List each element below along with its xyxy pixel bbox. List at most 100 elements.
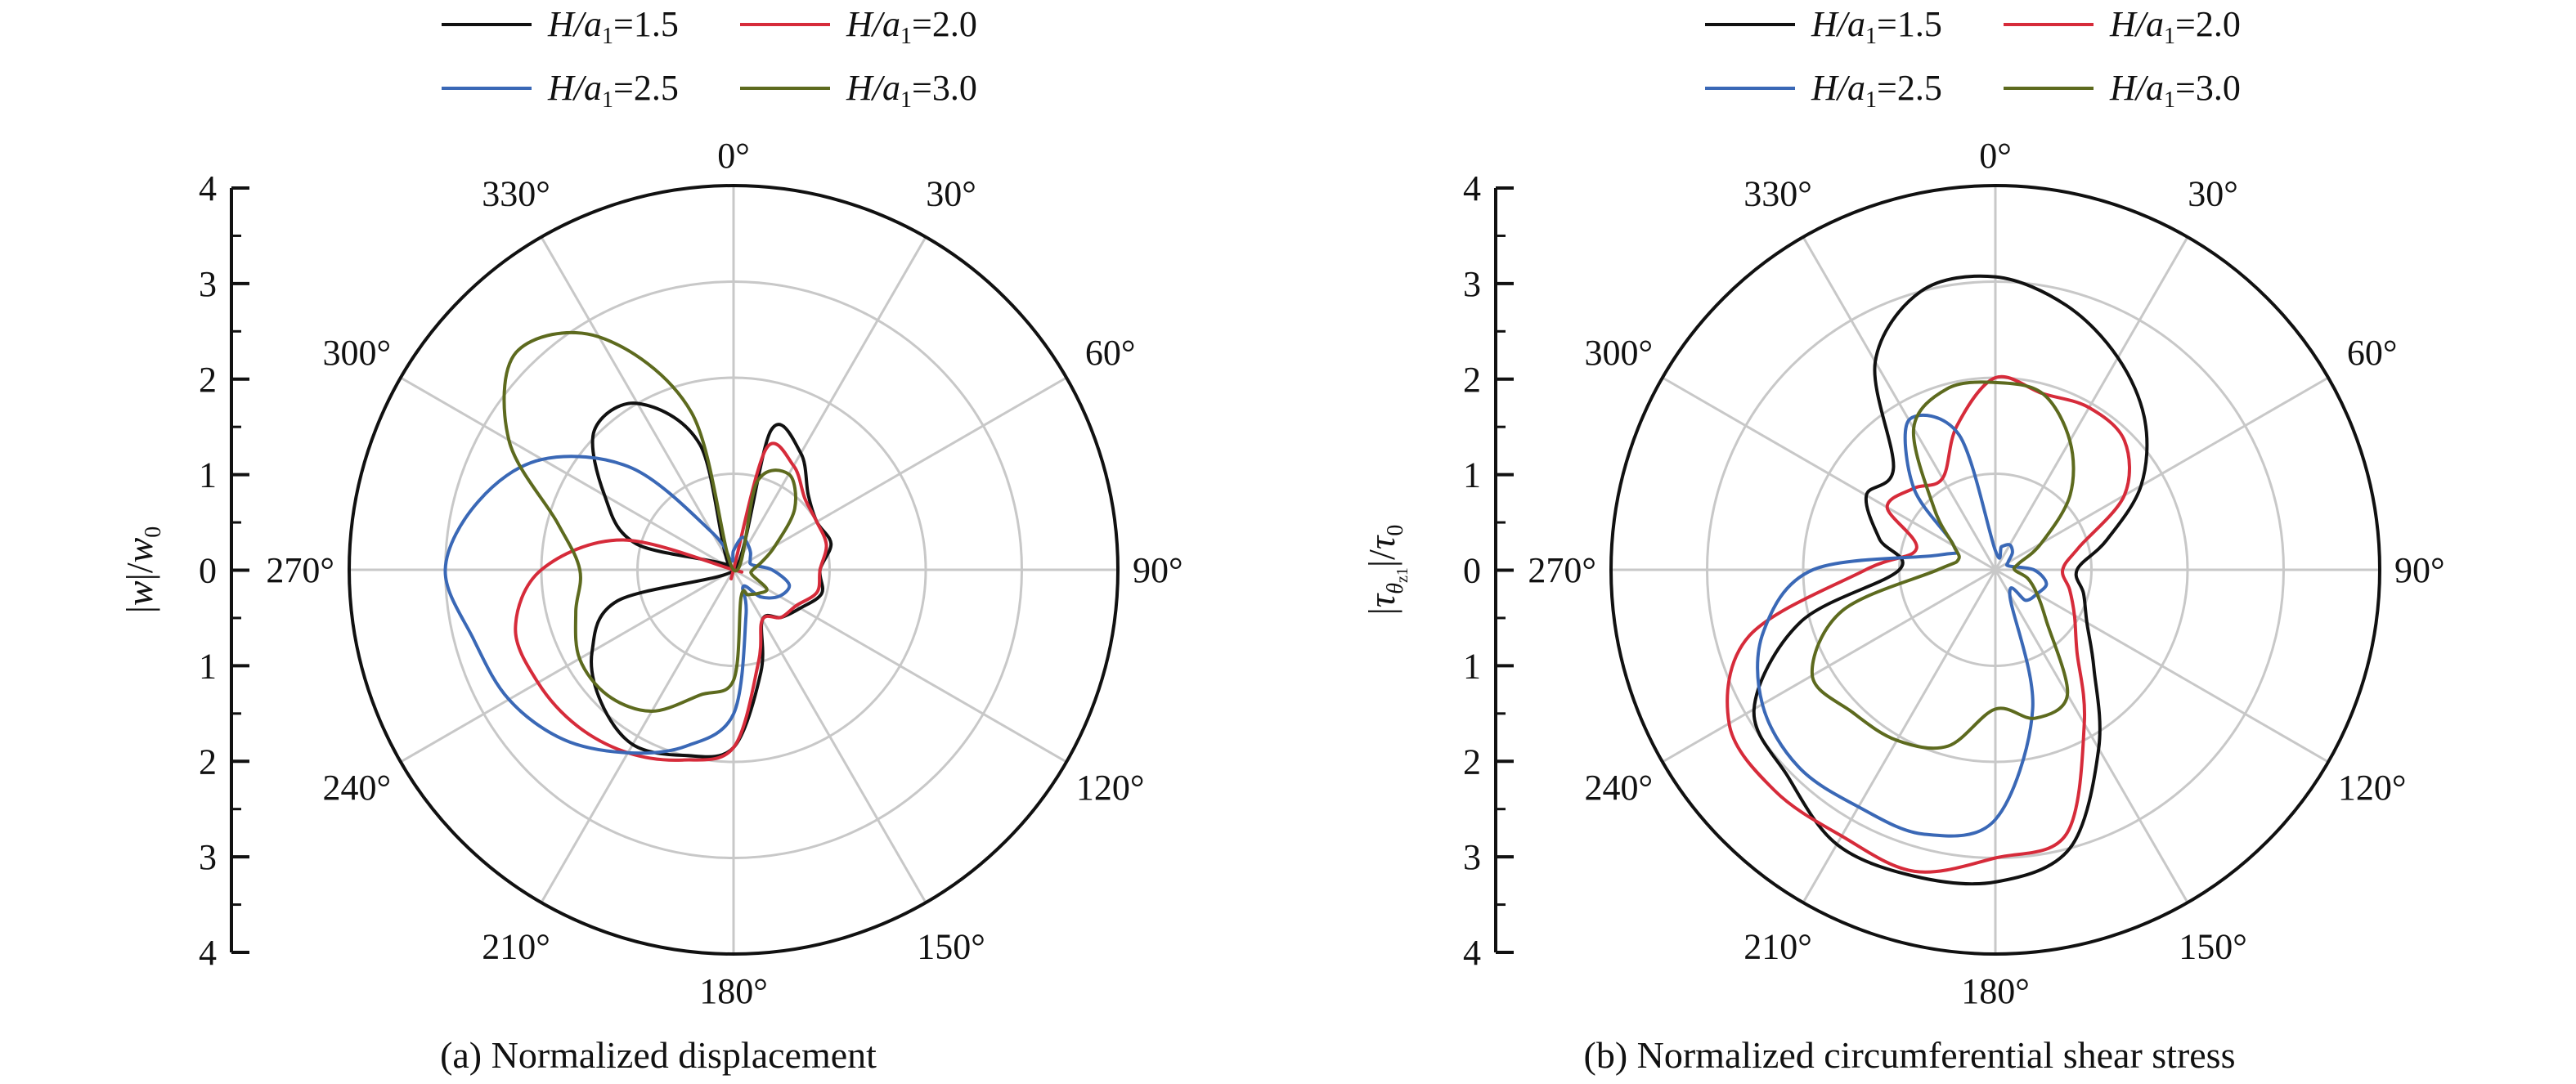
ylabel-part: |/ [1361,549,1402,567]
radial-tick-label: 4 [199,168,217,208]
legend-label-part: =3.0 [912,68,977,108]
legend-label-part: =1.5 [1877,4,1942,44]
ylabel-part: z1 [1393,567,1411,583]
legend-label-part: 1 [900,87,912,113]
legend-label: H/a1=2.5 [1811,68,1942,113]
legend-label-part: =2.0 [912,4,977,44]
legend-label: H/a1=2.0 [846,4,977,49]
series-line-3 [1756,413,2049,838]
ylabel-part: w [119,580,160,606]
theta-tick-label: 60° [1085,333,1136,373]
theta-tick-label: 210° [1744,927,1812,967]
theta-tick-label: 120° [2338,768,2407,808]
radial-tick-label: 4 [1463,933,1481,973]
legend-label-part: =2.0 [2175,4,2241,44]
legend-label-part: =2.5 [613,68,679,108]
legend-label-part: H/a [1811,68,1865,108]
radial-tick-label: 4 [199,933,217,973]
theta-tick-label: 90° [1133,550,1183,590]
series-line-1 [590,401,833,759]
theta-tick-label: 150° [917,927,985,967]
ylabel-part: |/ [119,562,160,580]
theta-tick-label: 60° [2347,333,2398,373]
ylabel-part: w [119,537,160,562]
legend-label-part: 1 [900,24,912,49]
y-axis-label: |τθz1|/τ0 [1361,525,1411,616]
ylabel-part: τ [1361,535,1402,549]
theta-tick-label: 0° [1979,136,2012,176]
legend-label-part: H/a [846,4,900,44]
legend-label-part: 1 [2164,24,2175,49]
grid-spoke [1662,568,1996,764]
theta-tick-label: 330° [482,173,550,213]
legend-label-part: 1 [1865,87,1877,113]
legend-label-part: H/a [846,68,900,108]
ylabel-part: | [1361,607,1402,615]
theta-tick-label: 330° [1744,173,1812,213]
radial-tick-label: 1 [199,455,217,495]
theta-tick-label: 180° [1961,971,2030,1011]
theta-tick-label: 270° [266,550,334,590]
radial-tick-label: 1 [1463,455,1481,495]
legend-label: H/a1=1.5 [547,4,679,49]
theta-tick-label: 120° [1076,768,1145,808]
chart-caption: (b) Normalized circumferential shear str… [1584,1034,2236,1076]
legend-label-part: H/a [547,4,602,44]
theta-tick-label: 150° [2179,927,2247,967]
outer-circle [348,184,1120,956]
ylabel-part: θ [1383,583,1408,594]
legend-label-part: H/a [547,68,602,108]
legend-label: H/a1=1.5 [1811,4,1942,49]
radial-tick-label: 2 [199,741,217,782]
legend-label-part: =1.5 [613,4,679,44]
legend-label: H/a1=2.5 [547,68,679,113]
series-line-3 [443,455,792,755]
grid-spoke [1995,568,2329,764]
ylabel-part: | [119,606,160,613]
series-line-1 [1752,274,2149,886]
legend-label-part: H/a [2109,68,2164,108]
theta-tick-label: 210° [482,927,550,967]
legend-label: H/a1=2.0 [2109,4,2241,49]
legend-label-part: H/a [2109,4,2164,44]
theta-tick-label: 0° [717,136,750,176]
theta-tick-label: 300° [1584,333,1653,373]
grid-spoke [733,568,1067,764]
radial-tick-label: 1 [1463,646,1481,686]
ylabel-part: τ [1361,593,1402,607]
grid-spoke [1802,236,1997,571]
radial-tick-label: 1 [199,646,217,686]
radial-tick-label: 2 [1463,741,1481,782]
radial-tick-label: 0 [1463,551,1481,591]
legend-label-part: =3.0 [2175,68,2241,108]
grid-spoke [400,568,734,764]
panel-a: 0° 30° 60° 90° 120° 150° 180° 210° 240° 270° 300° 3… [119,4,1183,1076]
legend: H/a1=1.5 H/a1=2.0H/a1=2.5 H/a1=3.0 [1705,4,2241,113]
chart-caption: (a) Normalized displacement [440,1034,877,1076]
series-line-2 [1726,374,2131,874]
radial-tick-label: 3 [199,264,217,304]
theta-tick-label: 300° [322,333,391,373]
theta-tick-label: 240° [1584,768,1653,808]
grid-spoke [400,376,734,571]
grid-spoke [540,569,735,903]
legend-label-part: 1 [602,87,613,113]
legend-label: H/a1=3.0 [846,68,977,113]
radial-tick-label: 3 [199,837,217,877]
grid-spoke [733,376,1067,571]
series-line-4 [1810,380,2076,750]
grid-spoke [1994,236,2189,571]
radial-tick-label: 0 [199,551,217,591]
legend-label-part: 1 [1865,24,1877,49]
legend-label: H/a1=3.0 [2109,68,2241,113]
legend-label-part: =2.5 [1877,68,1942,108]
grid-spoke [1802,569,1997,903]
theta-tick-label: 270° [1528,550,1596,590]
grid-spoke [1662,376,1996,571]
radial-tick-label: 2 [1463,360,1481,400]
ylabel-part: 0 [1383,525,1408,536]
radial-tick-label: 4 [1463,168,1481,208]
y-axis-label: |w|/w0 [119,526,166,614]
radial-tick-label: 3 [1463,264,1481,304]
